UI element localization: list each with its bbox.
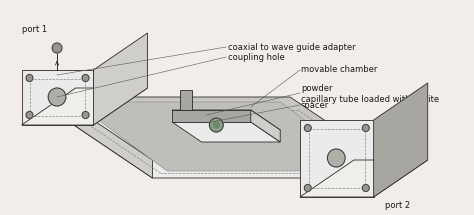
- Text: spacer: spacer: [301, 100, 329, 109]
- Text: port 2: port 2: [385, 201, 410, 209]
- Polygon shape: [172, 110, 280, 130]
- Polygon shape: [172, 122, 280, 142]
- Text: powder: powder: [301, 84, 332, 93]
- Circle shape: [304, 124, 311, 132]
- Text: movable chamber: movable chamber: [301, 66, 377, 75]
- Circle shape: [304, 184, 311, 192]
- Circle shape: [328, 149, 345, 167]
- Circle shape: [362, 184, 369, 192]
- Text: capillary tube loaded with ferrite: capillary tube loaded with ferrite: [301, 95, 439, 104]
- Polygon shape: [251, 110, 280, 142]
- Polygon shape: [300, 160, 428, 197]
- Circle shape: [362, 124, 369, 132]
- Text: coaxial to wave guide adapter: coaxial to wave guide adapter: [228, 43, 356, 52]
- Polygon shape: [74, 102, 374, 171]
- Polygon shape: [374, 83, 428, 197]
- Polygon shape: [93, 33, 147, 125]
- Circle shape: [48, 88, 66, 106]
- Polygon shape: [59, 97, 153, 178]
- Polygon shape: [22, 70, 93, 125]
- Circle shape: [82, 112, 89, 118]
- Polygon shape: [22, 88, 147, 125]
- Circle shape: [213, 122, 219, 128]
- Circle shape: [26, 112, 33, 118]
- Polygon shape: [180, 90, 192, 110]
- Circle shape: [26, 75, 33, 81]
- Polygon shape: [59, 97, 383, 160]
- Polygon shape: [59, 115, 383, 178]
- Circle shape: [210, 118, 223, 132]
- Circle shape: [52, 43, 62, 53]
- Polygon shape: [300, 120, 374, 197]
- Text: coupling hole: coupling hole: [228, 52, 285, 61]
- Circle shape: [82, 75, 89, 81]
- Text: port 1: port 1: [22, 26, 47, 34]
- Polygon shape: [172, 110, 251, 122]
